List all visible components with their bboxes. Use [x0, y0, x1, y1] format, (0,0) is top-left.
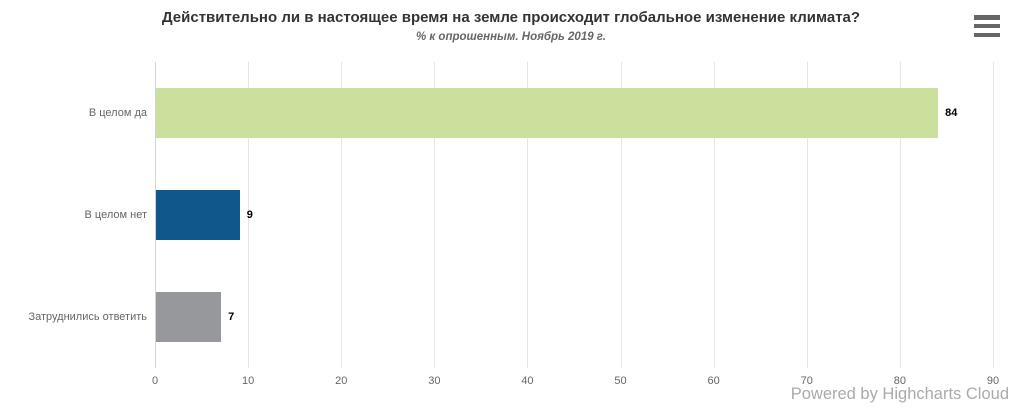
powered-by-highcharts-link[interactable]: Powered by Highcharts Cloud	[790, 385, 1009, 403]
gridline	[434, 62, 436, 368]
category-label: В целом да	[88, 107, 147, 119]
gridline	[341, 62, 343, 368]
chart-title: Действительно ли в настоящее время на зе…	[161, 9, 861, 26]
hamburger-icon	[974, 32, 1000, 37]
gridline	[248, 62, 250, 368]
x-axis-label: 50	[614, 375, 627, 387]
x-axis-label: 60	[707, 375, 720, 387]
gridline	[620, 62, 622, 368]
gridline	[713, 62, 715, 368]
hamburger-icon	[974, 15, 1000, 20]
category-axis-line	[155, 62, 156, 368]
gridline	[993, 62, 994, 368]
category-label: В целом нет	[84, 209, 147, 221]
chart-subtitle: % к опрошенным. Ноябрь 2019 г.	[415, 31, 606, 43]
gridline	[527, 62, 529, 368]
bar-2[interactable]	[156, 292, 222, 342]
chart-context-menu-button[interactable]	[974, 15, 1000, 37]
bar-1[interactable]	[156, 190, 240, 240]
x-axis-label: 10	[241, 375, 255, 387]
category-label: Затруднились ответить	[28, 311, 147, 323]
data-label: 9	[246, 209, 253, 221]
x-axis-label: 30	[428, 375, 441, 387]
x-axis-label: 20	[335, 375, 348, 387]
x-axis-label: 0	[151, 375, 159, 387]
gridline	[806, 62, 808, 368]
gridline	[899, 62, 901, 368]
hamburger-icon	[974, 23, 1000, 29]
x-axis-label: 80	[893, 375, 906, 387]
x-axis-label: 40	[521, 375, 534, 387]
plot-area: 84 9 7	[155, 62, 994, 368]
bar-0[interactable]	[156, 88, 939, 138]
x-axis-label: 70	[800, 375, 813, 387]
data-label: 84	[945, 107, 958, 119]
data-label: 7	[228, 311, 235, 323]
x-axis-label: 90	[986, 375, 1000, 387]
